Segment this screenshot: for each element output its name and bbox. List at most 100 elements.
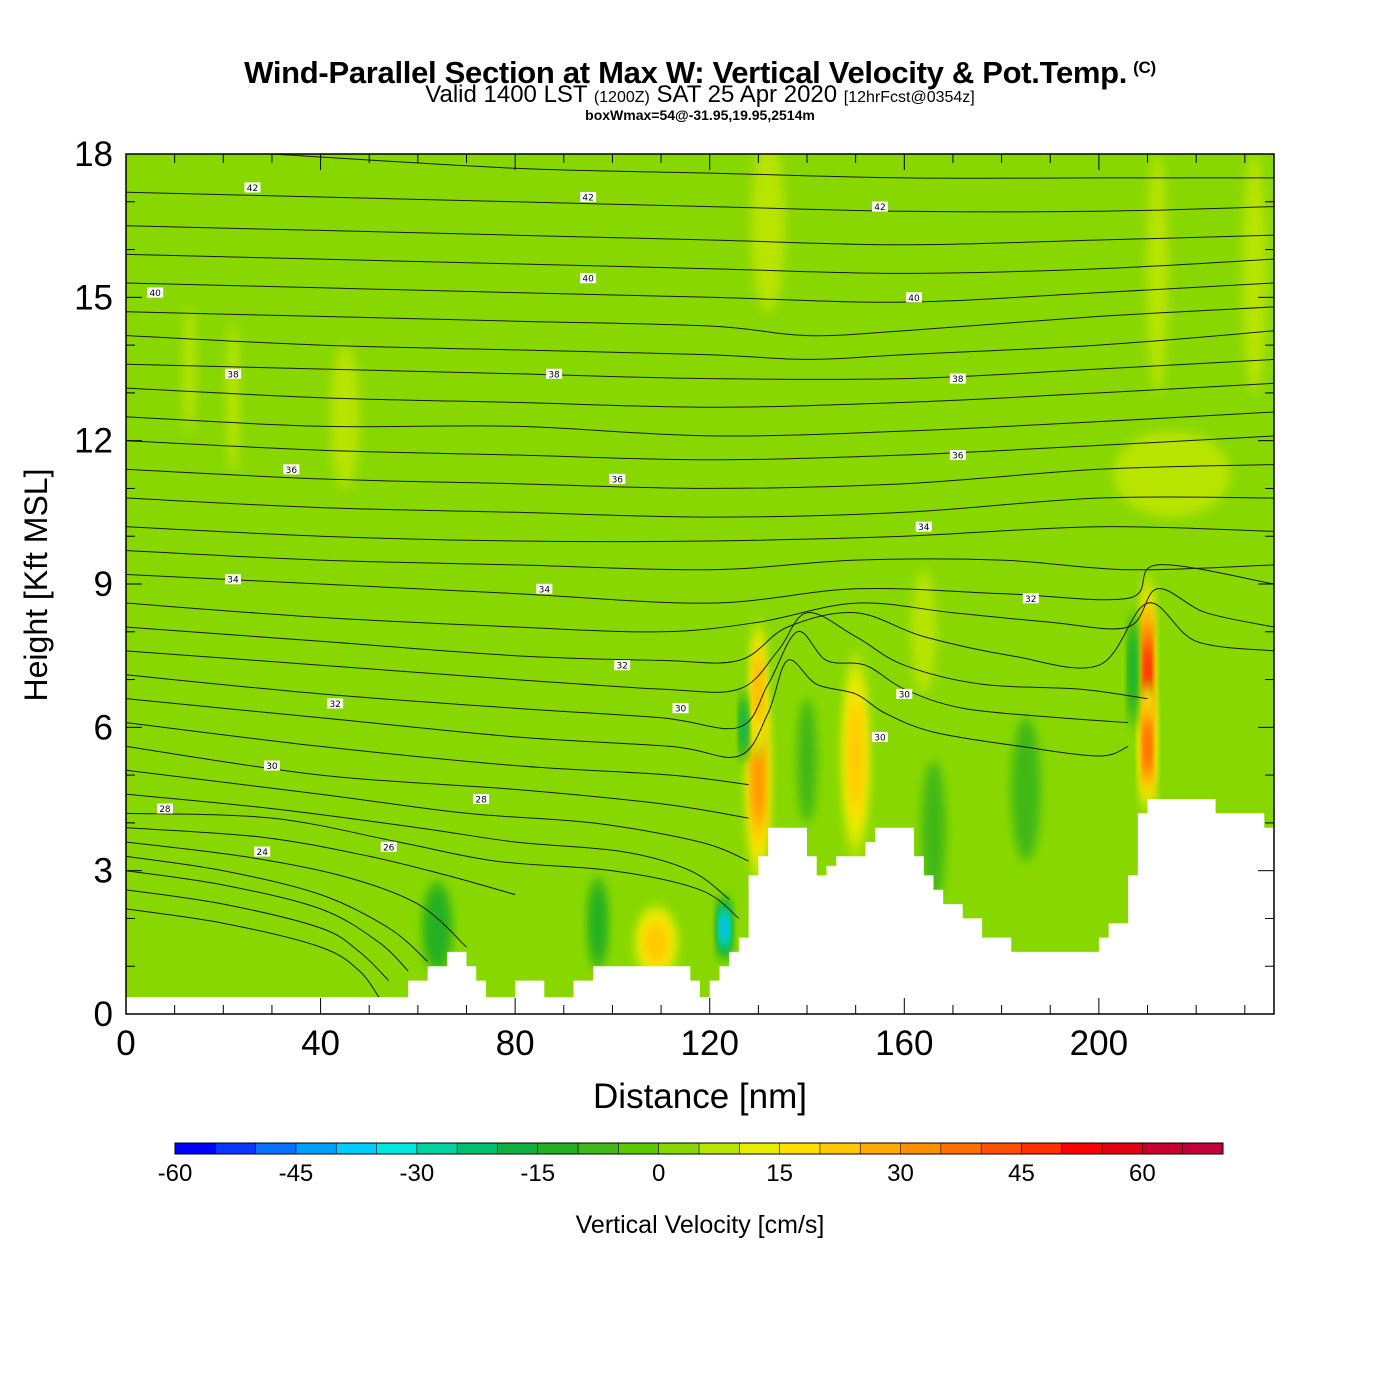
colorbar-swatch xyxy=(940,1143,982,1154)
velocity-cell-16 xyxy=(330,345,360,489)
colorbar-swatch xyxy=(658,1143,700,1154)
colorbar-tick-label: 0 xyxy=(652,1160,665,1187)
chart-title: Wind-Parallel Section at Max W: Vertical… xyxy=(0,50,1400,91)
colorbar-tick-label: 60 xyxy=(1129,1160,1156,1187)
contour-label: 30 xyxy=(899,690,911,700)
contour-label: 32 xyxy=(616,662,627,672)
contour-label-box xyxy=(254,846,271,857)
velocity-cell-7 xyxy=(722,916,727,940)
colorbar-tick-labels: -60 -45 -30 -15 0 15 30 45 60 xyxy=(158,1160,1156,1187)
contour-label-box xyxy=(225,368,242,379)
velocity-cell-13 xyxy=(1011,717,1041,862)
contour-label: 36 xyxy=(286,466,298,476)
contour-label-box xyxy=(609,473,626,484)
box-wmax-info: boxWmax=54@-31.95,19.95,2514m xyxy=(585,107,815,123)
contour-label-box xyxy=(1022,593,1039,604)
contour-label: 40 xyxy=(908,294,920,304)
contour-label: 40 xyxy=(582,275,594,285)
velocity-cell-14 xyxy=(182,306,196,432)
y-tick-label: 3 xyxy=(94,852,113,891)
colorbar-swatch xyxy=(739,1143,780,1154)
colorbar-tick-label: 15 xyxy=(766,1160,793,1187)
contour-label: 38 xyxy=(227,370,239,380)
velocity-cell-4 xyxy=(1145,723,1150,770)
theta-contour-46 xyxy=(126,411,1274,437)
contour-label-box xyxy=(546,368,563,379)
theta-contour-44 xyxy=(126,464,1274,489)
theta-contour-42 xyxy=(126,526,1274,543)
contour-label: 38 xyxy=(548,370,560,380)
y-tick-label: 15 xyxy=(74,278,113,317)
contour-label: 42 xyxy=(582,194,593,204)
colorbar-swatch xyxy=(175,1143,216,1154)
contour-label: 38 xyxy=(952,375,964,385)
contour-label-box xyxy=(672,703,689,714)
y-tick-label: 0 xyxy=(94,995,113,1034)
colorbar-swatch xyxy=(981,1143,1022,1154)
x-tick-label: 80 xyxy=(496,1024,535,1063)
colorbar-swatch xyxy=(537,1143,579,1154)
contour-label: 28 xyxy=(159,805,171,815)
velocity-cell-8 xyxy=(741,707,746,748)
theta-contour-35 xyxy=(126,659,1129,758)
theta-contour-40 xyxy=(126,564,1274,604)
contour-label-box xyxy=(949,373,966,384)
contour-label: 32 xyxy=(329,700,340,710)
x-tick-label: 200 xyxy=(1070,1024,1128,1063)
velocity-cell-9 xyxy=(1130,630,1136,710)
colorbar-label: Vertical Velocity [cm/s] xyxy=(576,1211,825,1239)
contour-label: 42 xyxy=(247,184,258,194)
contour-label: 26 xyxy=(383,843,395,853)
theta-contour-32 xyxy=(126,769,749,862)
theta-contour-36 xyxy=(126,631,1129,730)
y-tick-label: 12 xyxy=(74,422,113,461)
theta-contour-52 xyxy=(126,253,1274,274)
x-tick-label: 40 xyxy=(301,1024,340,1063)
colorbar-swatch xyxy=(457,1143,498,1154)
contour-label: 30 xyxy=(874,733,886,743)
velocity-background xyxy=(126,154,1274,1014)
velocity-cell-20 xyxy=(1146,154,1168,393)
x-axis-tick-labels: 0 40 80 120 160 200 xyxy=(116,1024,1128,1063)
contour-label-box xyxy=(580,192,597,202)
velocity-cell-12 xyxy=(921,760,946,905)
contour-label-box xyxy=(871,731,888,742)
theta-contour-31 xyxy=(126,793,730,900)
colorbar-swatch xyxy=(1182,1143,1224,1154)
colorbar-swatch xyxy=(497,1143,539,1154)
velocity-cell-6 xyxy=(426,892,449,964)
theta-contour-45 xyxy=(126,435,1274,461)
colorbar-tick-label: -45 xyxy=(279,1160,314,1187)
contour-label-box xyxy=(536,583,553,594)
y-tick-label: 18 xyxy=(74,135,113,174)
velocity-cell-5 xyxy=(645,923,667,962)
contour-label-box xyxy=(380,841,397,852)
theta-contour-labels: 42 42 42 40 40 40 38 38 38 36 36 36 34 34 34 32 32 32 30 30… xyxy=(147,182,1039,858)
contour-label: 34 xyxy=(918,523,930,533)
contour-label-box xyxy=(263,760,280,771)
colorbar-swatch xyxy=(578,1143,619,1154)
y-tick-label: 9 xyxy=(94,565,113,604)
theta-contour-24 xyxy=(126,908,380,998)
velocity-cell-10 xyxy=(590,887,606,960)
theta-contour-48 xyxy=(126,358,1274,380)
contour-label-box xyxy=(225,574,242,585)
theta-contour-49 xyxy=(126,330,1274,360)
title-block: Wind-Parallel Section at Max W: Vertical… xyxy=(0,50,1400,123)
contour-label-box xyxy=(896,688,913,699)
colorbar-tick-label: 45 xyxy=(1008,1160,1035,1187)
contour-label-box xyxy=(327,698,344,709)
velocity-cell-17 xyxy=(751,154,786,312)
contour-label-box xyxy=(915,521,932,532)
theta-contours xyxy=(126,154,1274,998)
colorbar-swatch xyxy=(1102,1143,1143,1154)
colorbar-swatch xyxy=(336,1143,377,1154)
colorbar-swatch xyxy=(1061,1143,1103,1154)
axis-ticks xyxy=(125,153,1274,1015)
valid-time: Valid 1400 LST xyxy=(425,81,588,108)
theta-contour-27 xyxy=(126,855,428,962)
theta-contour-37 xyxy=(126,612,1148,700)
colorbar-swatch xyxy=(1142,1143,1183,1154)
contour-label-box xyxy=(283,464,300,475)
velocity-cell-19 xyxy=(1113,431,1231,518)
